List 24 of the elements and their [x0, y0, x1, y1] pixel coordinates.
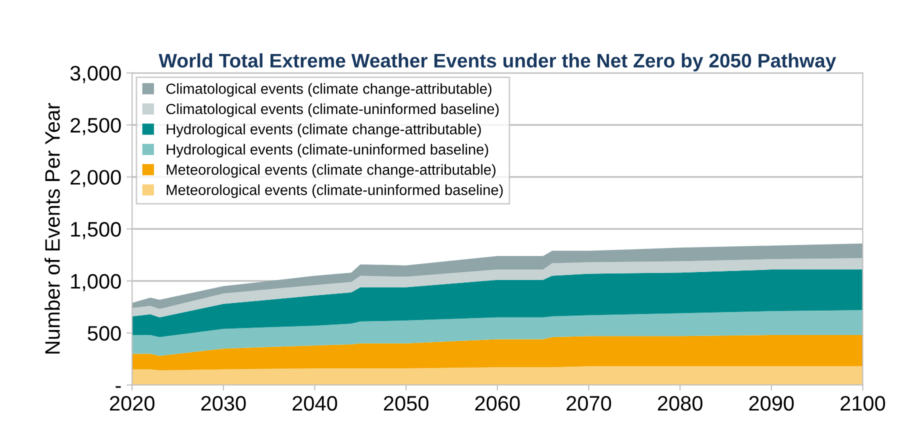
legend-label: Hydrological events (climate change-attributable) — [166, 124, 481, 138]
y-tick-label: 2,000 — [70, 170, 121, 188]
x-tick-label: 2100 — [840, 396, 886, 411]
y-tick-label: 500 — [88, 326, 121, 341]
y-tick-label: 2,500 — [70, 118, 121, 136]
legend-label: Meteorological events (climate-uninformed baseline) — [166, 184, 503, 198]
legend-label: Meteorological events (climate change-attributable) — [166, 164, 496, 178]
x-tick-label: 2060 — [475, 396, 520, 411]
y-tick-label: 1,000 — [71, 274, 121, 292]
x-tick-label: 2040 — [292, 396, 338, 411]
y-tick-label: - — [116, 386, 121, 388]
chart-title: World Total Extreme Weather Events under the Net Zero by 2050 Pathway — [158, 53, 836, 72]
x-tick-label: 2090 — [749, 396, 794, 411]
legend-label: Hydrological events (climate-uninformed baseline) — [166, 144, 488, 158]
x-tick-label: 2020 — [110, 396, 154, 411]
x-tick-label: 2050 — [384, 396, 428, 411]
y-tick-label: 3,000 — [70, 66, 121, 84]
y-tick-label: 1,500 — [71, 222, 121, 240]
y-axis-title: Number of Events Per Year — [44, 103, 60, 354]
legend-label: Climatological events (climate-uninformed baseline) — [166, 103, 499, 118]
x-tick-label: 2030 — [201, 396, 246, 411]
x-tick-label: 2070 — [566, 396, 612, 411]
legend-label: Climatological events (climate change-attributable) — [166, 83, 492, 97]
x-tick-label: 2080 — [658, 396, 702, 411]
